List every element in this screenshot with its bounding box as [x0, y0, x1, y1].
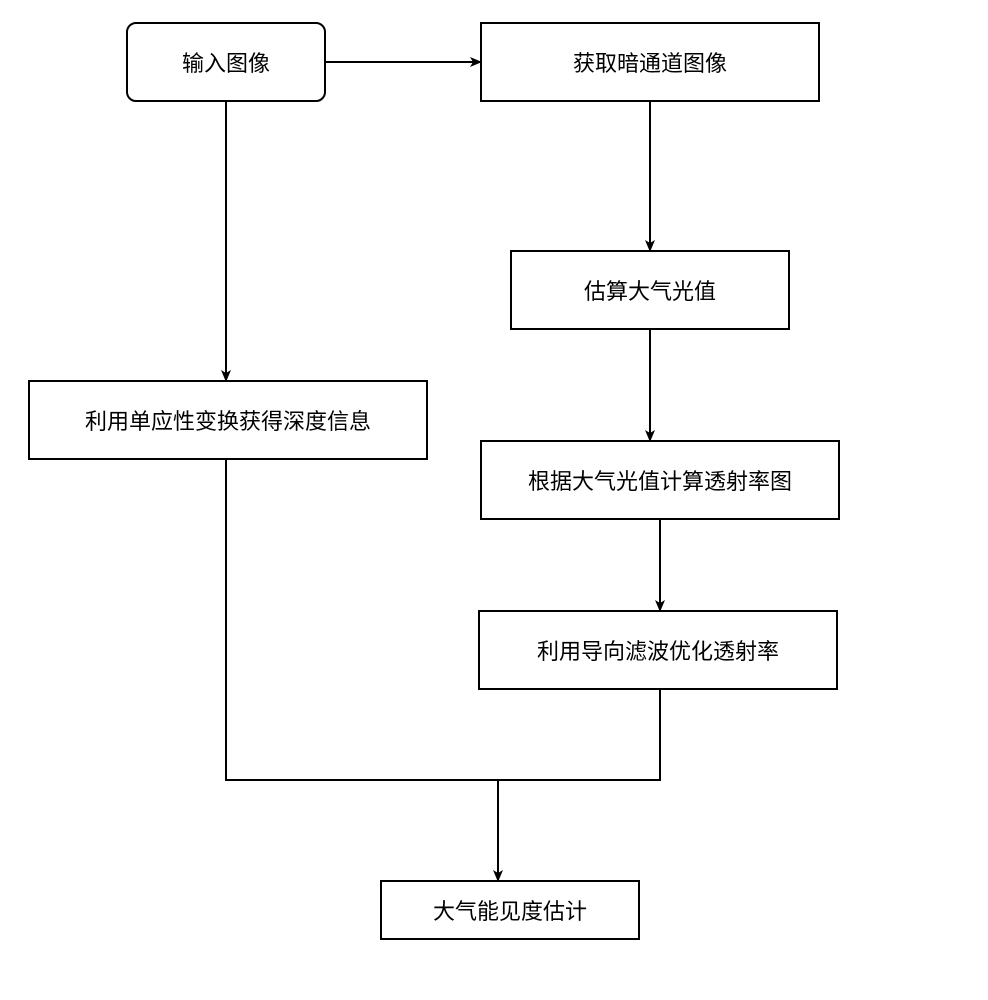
flowchart-edge-n3-n6 — [226, 460, 498, 780]
flowchart-node-label: 利用单应性变换获得深度信息 — [85, 404, 371, 436]
flowchart-node-label: 估算大气光值 — [584, 274, 716, 306]
flowchart-node-n1: 获取暗通道图像 — [480, 22, 820, 102]
flowchart-edge-n5-n6 — [498, 690, 660, 880]
flowchart-node-label: 获取暗通道图像 — [573, 46, 727, 78]
flowchart-node-n4: 根据大气光值计算透射率图 — [480, 440, 840, 520]
flowchart-node-n2: 估算大气光值 — [510, 250, 790, 330]
flowchart-node-label: 根据大气光值计算透射率图 — [528, 464, 792, 496]
flowchart-node-n0: 输入图像 — [126, 22, 326, 102]
flowchart-canvas: 输入图像 获取暗通道图像估算大气光值利用单应性变换获得深度信息根据大气光值计算透射… — [0, 0, 988, 1000]
flowchart-node-label: 大气能见度估计 — [433, 894, 587, 926]
flowchart-node-n3: 利用单应性变换获得深度信息 — [28, 380, 428, 460]
flowchart-node-n6: 大气能见度估计 — [380, 880, 640, 940]
flowchart-node-label: 输入图像 — [182, 46, 270, 78]
flowchart-node-n5: 利用导向滤波优化透射率 — [478, 610, 838, 690]
flowchart-node-label: 利用导向滤波优化透射率 — [537, 634, 779, 666]
